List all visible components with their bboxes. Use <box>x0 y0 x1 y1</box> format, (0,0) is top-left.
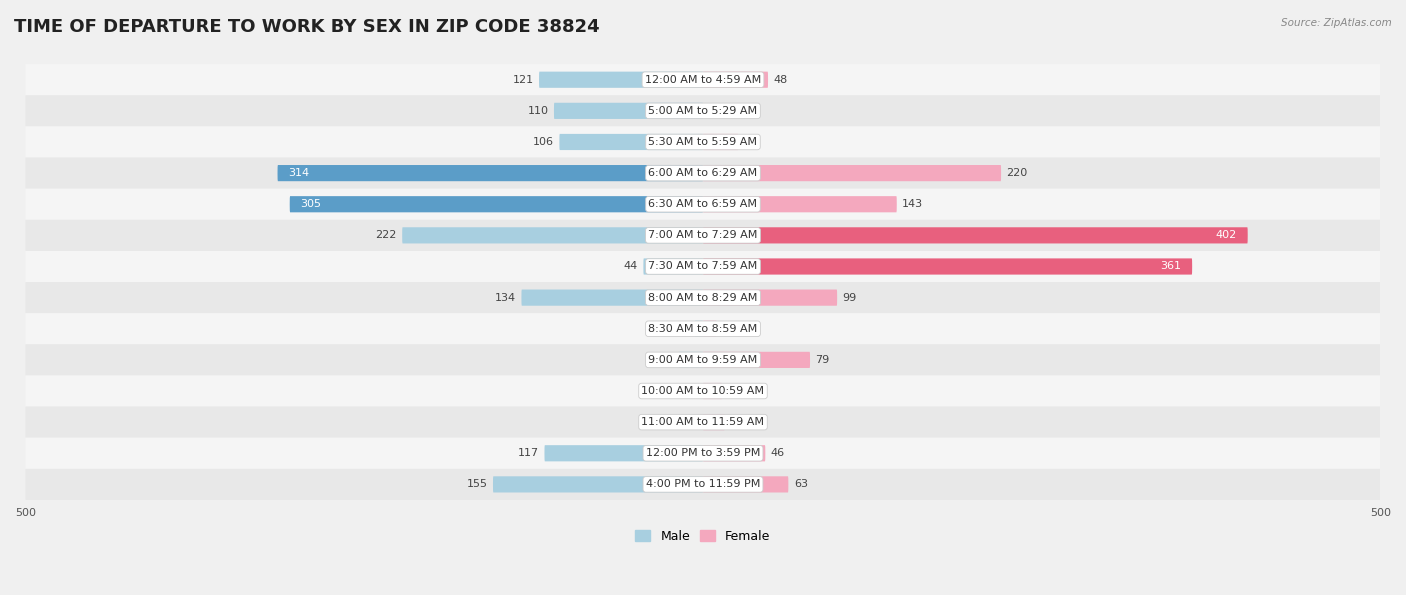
Text: 6:00 AM to 6:29 AM: 6:00 AM to 6:29 AM <box>648 168 758 178</box>
Text: 10: 10 <box>721 324 735 334</box>
Text: 12:00 AM to 4:59 AM: 12:00 AM to 4:59 AM <box>645 75 761 84</box>
Text: 12:00 PM to 3:59 PM: 12:00 PM to 3:59 PM <box>645 448 761 458</box>
FancyBboxPatch shape <box>25 406 1381 438</box>
Text: 402: 402 <box>1216 230 1237 240</box>
FancyBboxPatch shape <box>25 345 1381 375</box>
FancyBboxPatch shape <box>25 282 1381 313</box>
Text: 8:00 AM to 8:29 AM: 8:00 AM to 8:29 AM <box>648 293 758 303</box>
FancyBboxPatch shape <box>25 375 1381 406</box>
FancyBboxPatch shape <box>703 227 1247 243</box>
Text: 314: 314 <box>288 168 309 178</box>
Text: 11:00 AM to 11:59 AM: 11:00 AM to 11:59 AM <box>641 417 765 427</box>
FancyBboxPatch shape <box>703 290 837 306</box>
Text: 222: 222 <box>375 230 396 240</box>
Text: 0: 0 <box>709 106 716 116</box>
Text: 26: 26 <box>744 137 758 147</box>
FancyBboxPatch shape <box>703 352 810 368</box>
Text: 16: 16 <box>730 417 744 427</box>
Text: 4:00 PM to 11:59 PM: 4:00 PM to 11:59 PM <box>645 480 761 490</box>
FancyBboxPatch shape <box>25 313 1381 345</box>
FancyBboxPatch shape <box>703 258 1192 274</box>
FancyBboxPatch shape <box>494 477 703 493</box>
FancyBboxPatch shape <box>25 438 1381 469</box>
Text: 7:00 AM to 7:29 AM: 7:00 AM to 7:29 AM <box>648 230 758 240</box>
FancyBboxPatch shape <box>703 477 789 493</box>
FancyBboxPatch shape <box>703 414 724 430</box>
FancyBboxPatch shape <box>703 445 765 461</box>
Text: 155: 155 <box>467 480 488 490</box>
Text: 0: 0 <box>690 386 697 396</box>
FancyBboxPatch shape <box>703 165 1001 181</box>
Text: 0: 0 <box>690 417 697 427</box>
FancyBboxPatch shape <box>25 189 1381 220</box>
FancyBboxPatch shape <box>695 321 703 337</box>
Text: 110: 110 <box>527 106 548 116</box>
FancyBboxPatch shape <box>402 227 703 243</box>
FancyBboxPatch shape <box>277 165 703 181</box>
FancyBboxPatch shape <box>522 290 703 306</box>
Text: 6:30 AM to 6:59 AM: 6:30 AM to 6:59 AM <box>648 199 758 209</box>
Text: 48: 48 <box>773 75 787 84</box>
Text: Source: ZipAtlas.com: Source: ZipAtlas.com <box>1281 18 1392 28</box>
Text: 143: 143 <box>903 199 924 209</box>
Text: 79: 79 <box>815 355 830 365</box>
FancyBboxPatch shape <box>644 258 703 274</box>
Text: 305: 305 <box>301 199 322 209</box>
Text: 99: 99 <box>842 293 856 303</box>
Text: 121: 121 <box>513 75 534 84</box>
FancyBboxPatch shape <box>290 196 703 212</box>
Text: 361: 361 <box>1160 261 1181 271</box>
Text: 46: 46 <box>770 448 785 458</box>
Text: 7:30 AM to 7:59 AM: 7:30 AM to 7:59 AM <box>648 261 758 271</box>
FancyBboxPatch shape <box>25 95 1381 126</box>
Text: 14: 14 <box>727 386 741 396</box>
FancyBboxPatch shape <box>703 196 897 212</box>
Text: 6: 6 <box>682 324 689 334</box>
Text: 44: 44 <box>624 261 638 271</box>
FancyBboxPatch shape <box>25 126 1381 158</box>
Text: 134: 134 <box>495 293 516 303</box>
Legend: Male, Female: Male, Female <box>630 525 776 548</box>
Text: 5:00 AM to 5:29 AM: 5:00 AM to 5:29 AM <box>648 106 758 116</box>
Text: 5:30 AM to 5:59 AM: 5:30 AM to 5:59 AM <box>648 137 758 147</box>
FancyBboxPatch shape <box>703 383 721 399</box>
Text: 10:00 AM to 10:59 AM: 10:00 AM to 10:59 AM <box>641 386 765 396</box>
Text: 220: 220 <box>1007 168 1028 178</box>
FancyBboxPatch shape <box>703 321 717 337</box>
FancyBboxPatch shape <box>25 158 1381 189</box>
FancyBboxPatch shape <box>703 134 738 150</box>
Text: 106: 106 <box>533 137 554 147</box>
FancyBboxPatch shape <box>25 251 1381 282</box>
FancyBboxPatch shape <box>25 64 1381 95</box>
FancyBboxPatch shape <box>679 352 703 368</box>
Text: 18: 18 <box>659 355 673 365</box>
Text: 8:30 AM to 8:59 AM: 8:30 AM to 8:59 AM <box>648 324 758 334</box>
FancyBboxPatch shape <box>544 445 703 461</box>
FancyBboxPatch shape <box>25 469 1381 500</box>
FancyBboxPatch shape <box>703 71 768 88</box>
FancyBboxPatch shape <box>554 103 703 119</box>
Text: TIME OF DEPARTURE TO WORK BY SEX IN ZIP CODE 38824: TIME OF DEPARTURE TO WORK BY SEX IN ZIP … <box>14 18 600 36</box>
Text: 63: 63 <box>794 480 808 490</box>
FancyBboxPatch shape <box>25 220 1381 251</box>
Text: 9:00 AM to 9:59 AM: 9:00 AM to 9:59 AM <box>648 355 758 365</box>
FancyBboxPatch shape <box>560 134 703 150</box>
Text: 117: 117 <box>517 448 538 458</box>
FancyBboxPatch shape <box>538 71 703 88</box>
